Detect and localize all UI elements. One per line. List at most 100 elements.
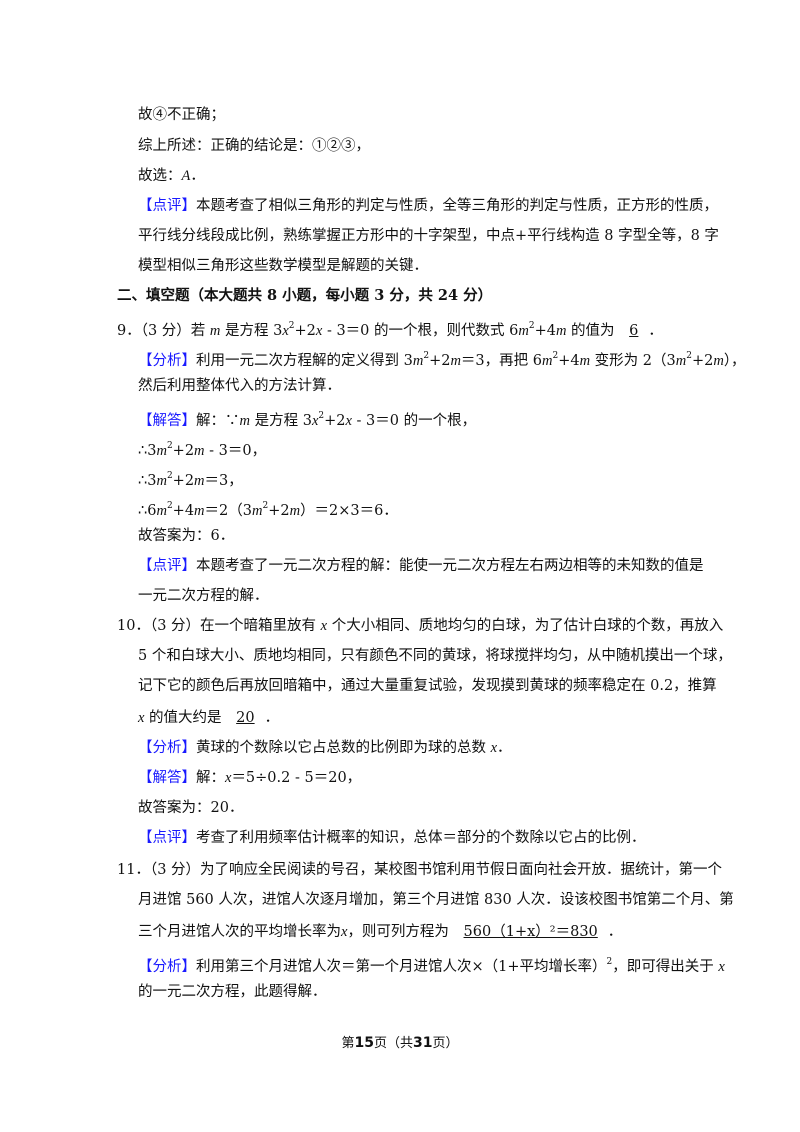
math-variable: m xyxy=(675,353,687,369)
footer-text: 页（共 xyxy=(373,1036,413,1051)
superscript: 2 xyxy=(423,351,430,361)
superscript: 2 xyxy=(528,321,535,331)
text-run: ． xyxy=(190,168,205,184)
math-variable: m xyxy=(156,443,167,459)
section-tag: 【分析】 xyxy=(138,353,196,369)
math-variable: m xyxy=(156,503,167,519)
text-run: 故答案为：20． xyxy=(138,800,244,816)
section-tag: 【点评】 xyxy=(138,198,196,214)
text-line: ∴3m2+2m＝3， xyxy=(138,466,243,491)
text-run: - 3＝0， xyxy=(204,443,267,459)
footer-text: 页） xyxy=(432,1036,459,1051)
math-variable: m xyxy=(579,353,591,369)
text-line: 综上所述：正确的结论是：①②③， xyxy=(138,136,370,156)
answer-blank: 560（1+x）²＝830 xyxy=(463,924,598,940)
text-run: 是方程 3 xyxy=(220,323,283,339)
text-run: ＝5÷0.2 - 5＝20， xyxy=(231,770,362,786)
math-variable: m xyxy=(450,353,461,369)
text-run: 故答案为：6． xyxy=(138,528,235,544)
text-run: ∴3 xyxy=(138,443,157,459)
math-variable: m xyxy=(289,503,301,519)
math-variable: x xyxy=(311,413,319,429)
text-run: ，即可得出关于 xyxy=(612,959,719,975)
math-variable: m xyxy=(194,473,205,489)
text-run: +4 xyxy=(172,503,195,519)
answer-blank: 6 xyxy=(629,323,639,339)
superscript: 2 xyxy=(166,471,173,481)
math-variable: x xyxy=(315,323,323,339)
text-line: 故答案为：20． xyxy=(138,798,243,818)
text-line: 故选：A． xyxy=(138,166,205,186)
text-run: ． xyxy=(607,924,623,940)
math-variable: x xyxy=(138,710,145,726)
text-run: ）， xyxy=(723,353,746,369)
text-run: 利用一元二次方程解的定义得到 3 xyxy=(196,353,413,369)
superscript: 2 xyxy=(318,411,325,421)
text-run: 的值大约是 xyxy=(144,710,227,726)
text-line: 【解答】解：x＝5÷0.2 - 5＝20， xyxy=(138,768,361,788)
text-line: x 的值大约是 20 ． xyxy=(138,708,279,728)
math-variable: A xyxy=(181,168,191,184)
math-variable: m xyxy=(209,323,221,339)
text-run: ，则可列方程为 xyxy=(347,924,454,940)
math-variable: m xyxy=(194,503,205,519)
text-line: 平行线分线段成比例，熟练掌握正方形中的十字架型，中点+平行线构造 8 字型全等，… xyxy=(138,226,719,246)
math-variable: m xyxy=(412,353,424,369)
text-run: 然后利用整体代入的方法计算． xyxy=(138,378,341,394)
text-run: 解：∵ xyxy=(196,413,240,429)
text-line: 【分析】利用一元二次方程解的定义得到 3m2+2m＝3，再把 6m2+4m 变形… xyxy=(138,346,746,371)
text-run: 是方程 3 xyxy=(249,413,312,429)
text-run: 本题考查了相似三角形的判定与性质，全等三角形的判定与性质，正方形的性质， xyxy=(196,198,718,214)
text-line: 【解答】解：∵m 是方程 3x2+2x - 3＝0 的一个根， xyxy=(138,406,476,431)
text-run: ∴6 xyxy=(138,503,157,519)
text-run: ． xyxy=(648,323,663,339)
text-run: 11．（3 分）为了响应全民阅读的号召，某校图书馆利用节假日面向社会开放．据统计… xyxy=(117,862,723,878)
math-variable: x xyxy=(320,618,328,634)
section-heading: 二、填空题（本大题共 8 小题，每小题 3 分，共 24 分） xyxy=(117,286,492,306)
superscript: 2 xyxy=(686,351,692,361)
text-run: 本题考查了一元二次方程的解：能使一元二次方程左右两边相等的未知数的值是 xyxy=(196,558,704,574)
superscript: 2 xyxy=(606,957,613,967)
section-tag: 【点评】 xyxy=(138,830,196,846)
text-run: +2 xyxy=(324,413,346,429)
text-run: +4 xyxy=(558,353,580,369)
text-line: 然后利用整体代入的方法计算． xyxy=(138,376,341,396)
question-line: 10．（3 分）在一个暗箱里放有 x 个大小相同、质地均匀的白球，为了估计白球的… xyxy=(117,616,723,636)
text-run: 综上所述：正确的结论是：①②③， xyxy=(138,138,370,154)
math-variable: m xyxy=(555,323,567,339)
math-variable: m xyxy=(194,443,205,459)
text-run: - 3＝0 的一个根， xyxy=(351,413,477,429)
math-variable: x xyxy=(282,323,289,339)
text-run: +2 xyxy=(268,503,290,519)
section-tag: 【解答】 xyxy=(138,770,196,786)
text-run: 10．（3 分）在一个暗箱里放有 xyxy=(117,618,321,634)
superscript: 2 xyxy=(288,321,295,331)
text-run: ． xyxy=(497,740,512,756)
text-run: 5 个和白球大小、质地均相同，只有颜色不同的黄球，将球搅拌均匀，从中随机摸出一个… xyxy=(138,648,732,664)
text-run: +4 xyxy=(534,323,556,339)
text-run: 9．（3 分）若 xyxy=(117,323,210,339)
text-run: +2 xyxy=(429,353,451,369)
text-line: 【点评】本题考查了相似三角形的判定与性质，全等三角形的判定与性质，正方形的性质， xyxy=(138,196,718,216)
current-page-number: 15 xyxy=(354,1035,374,1051)
text-line: 【分析】黄球的个数除以它占总数的比例即为球的总数 x． xyxy=(138,738,512,758)
superscript: 2 xyxy=(166,501,173,511)
section-tag: 【解答】 xyxy=(138,413,196,429)
text-line: 【点评】本题考查了一元二次方程的解：能使一元二次方程左右两边相等的未知数的值是 xyxy=(138,556,704,576)
text-run: 个大小相同、质地均匀的白球，为了估计白球的个数，再放入 xyxy=(327,618,724,634)
question-line: 11．（3 分）为了响应全民阅读的号召，某校图书馆利用节假日面向社会开放．据统计… xyxy=(117,860,722,880)
text-line: 故④不正确； xyxy=(138,105,225,125)
text-line: 【分析】利用第三个月进馆人次＝第一个月进馆人次×（1+平均增长率）2，即可得出关… xyxy=(138,952,725,977)
text-run: 的值为 xyxy=(566,323,620,339)
math-variable: x xyxy=(225,770,232,786)
section-tag: 【分析】 xyxy=(138,959,196,975)
text-line: 一元二次方程的解． xyxy=(138,586,269,606)
answer-blank: 20 xyxy=(236,710,255,726)
math-variable: m xyxy=(156,473,167,489)
math-variable: x xyxy=(718,959,725,975)
text-run: +2 xyxy=(691,353,714,369)
text-line: ∴6m2+4m＝2（3m2+2m）＝2×3＝6． xyxy=(138,496,398,521)
text-run: 模型相似三角形这些数学模型是解题的关键． xyxy=(138,258,428,274)
section-tag: 【点评】 xyxy=(138,558,196,574)
page-footer: 第15页（共31页） xyxy=(0,1032,800,1051)
